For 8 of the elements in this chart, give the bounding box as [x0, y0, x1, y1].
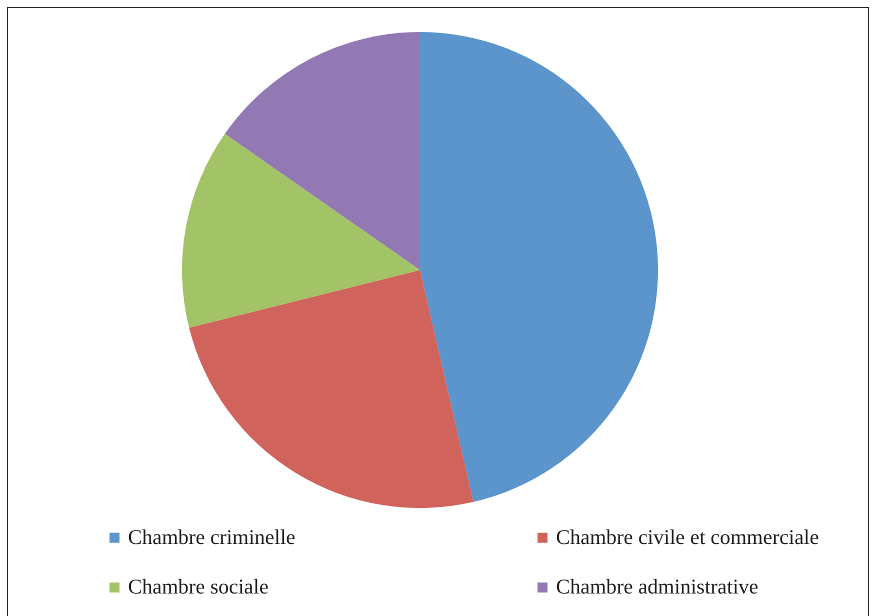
- pie-slice: [420, 32, 658, 502]
- pie-slice: [224, 32, 420, 270]
- legend-label: Chambre administrative: [556, 574, 758, 598]
- pie-slice: [182, 134, 420, 328]
- legend-label: Chambre civile et commerciale: [556, 524, 819, 549]
- legend-label: Chambre sociale: [128, 574, 269, 598]
- legend-label: Chambre criminelle: [128, 524, 296, 549]
- pie-slice: [189, 270, 474, 508]
